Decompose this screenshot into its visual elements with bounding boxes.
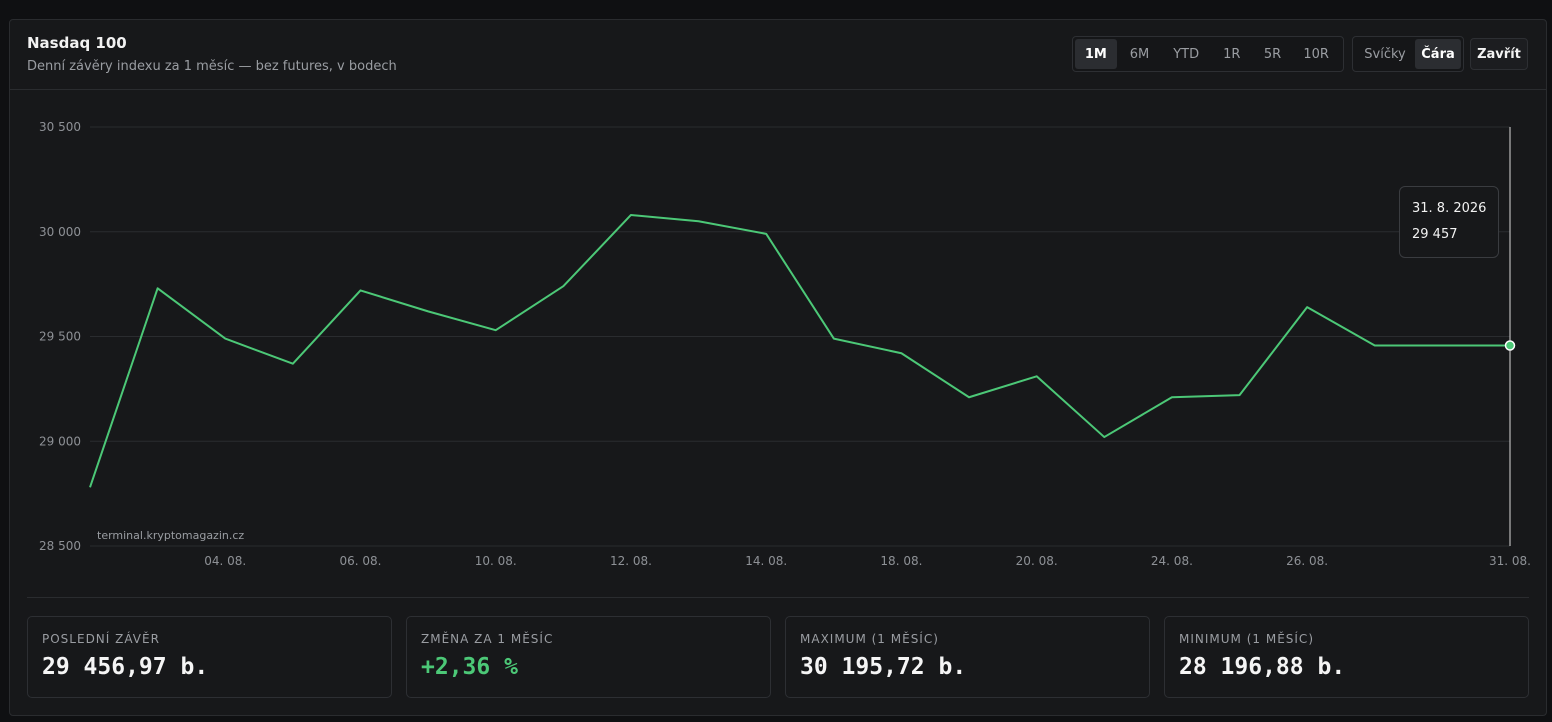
- y-tick-label: 29 000: [39, 434, 81, 448]
- x-tick-label: 31. 08.: [1489, 554, 1531, 568]
- view-tab-group: Svíčky Čára: [1352, 36, 1464, 72]
- tab-5r[interactable]: 5R: [1263, 46, 1282, 62]
- y-tick-label: 30 500: [39, 120, 81, 134]
- stat-label: MAXIMUM (1 MĚSÍC): [800, 632, 939, 646]
- x-tick-label: 04. 08.: [204, 554, 246, 568]
- x-tick-label: 20. 08.: [1016, 554, 1058, 568]
- x-tick-label: 18. 08.: [880, 554, 922, 568]
- stat-maximum: MAXIMUM (1 MĚSÍC) 30 195,72 b.: [785, 616, 1150, 698]
- stat-value: +2,36 %: [421, 654, 518, 680]
- range-tab-group: 1M 6M YTD 1R 5R 10R: [1072, 36, 1344, 72]
- y-tick-label: 28 500: [39, 539, 81, 553]
- tab-ytd[interactable]: YTD: [1173, 46, 1200, 62]
- close-button[interactable]: Zavřít: [1470, 38, 1528, 70]
- x-tick-label: 10. 08.: [475, 554, 517, 568]
- tooltip-value: 29 457: [1412, 227, 1458, 242]
- chart-panel: Nasdaq 100 Denní závěry indexu za 1 měsí…: [9, 19, 1547, 716]
- tab-candles[interactable]: Svíčky: [1364, 46, 1406, 62]
- chart-subtitle: Denní závěry indexu za 1 měsíc — bez fut…: [27, 59, 397, 74]
- tab-1m[interactable]: 1M: [1075, 39, 1117, 69]
- stat-label: POSLEDNÍ ZÁVĚR: [42, 632, 160, 646]
- crosshair-marker: [1504, 340, 1516, 351]
- stat-value: 30 195,72 b.: [800, 654, 967, 680]
- line-chart[interactable]: 30 500 30 000 29 500 29 000 28 500 04. 08. 06.…: [10, 20, 1546, 595]
- series-line: [89, 213, 1510, 488]
- stat-value: 28 196,88 b.: [1179, 654, 1346, 680]
- stat-minimum: MINIMUM (1 MĚSÍC) 28 196,88 b.: [1164, 616, 1529, 698]
- stat-label: MINIMUM (1 MĚSÍC): [1179, 632, 1314, 646]
- watermark: terminal.kryptomagazin.cz: [97, 529, 244, 542]
- tab-line[interactable]: Čára: [1415, 39, 1461, 69]
- x-tick-label: 12. 08.: [610, 554, 652, 568]
- tab-1r[interactable]: 1R: [1223, 46, 1241, 62]
- x-tick-label: 06. 08.: [339, 554, 381, 568]
- panel-header: Nasdaq 100 Denní závěry indexu za 1 měsí…: [10, 20, 1546, 90]
- x-tick-label: 26. 08.: [1286, 554, 1328, 568]
- y-tick-label: 30 000: [39, 225, 81, 239]
- x-tick-label: 24. 08.: [1151, 554, 1193, 568]
- tab-6m[interactable]: 6M: [1129, 46, 1150, 62]
- chart-tooltip: 31. 8. 2026 29 457: [1399, 186, 1499, 258]
- stat-label: ZMĚNA ZA 1 MĚSÍC: [421, 632, 554, 646]
- chart-title: Nasdaq 100: [27, 34, 127, 52]
- tooltip-date: 31. 8. 2026: [1412, 201, 1487, 216]
- stat-monthly-change: ZMĚNA ZA 1 MĚSÍC +2,36 %: [406, 616, 771, 698]
- tab-10r[interactable]: 10R: [1303, 46, 1329, 62]
- stat-value: 29 456,97 b.: [42, 654, 209, 680]
- stat-last-close: POSLEDNÍ ZÁVĚR 29 456,97 b.: [27, 616, 392, 698]
- x-tick-label: 14. 08.: [745, 554, 787, 568]
- section-divider: [27, 597, 1529, 598]
- y-tick-label: 29 500: [39, 330, 81, 344]
